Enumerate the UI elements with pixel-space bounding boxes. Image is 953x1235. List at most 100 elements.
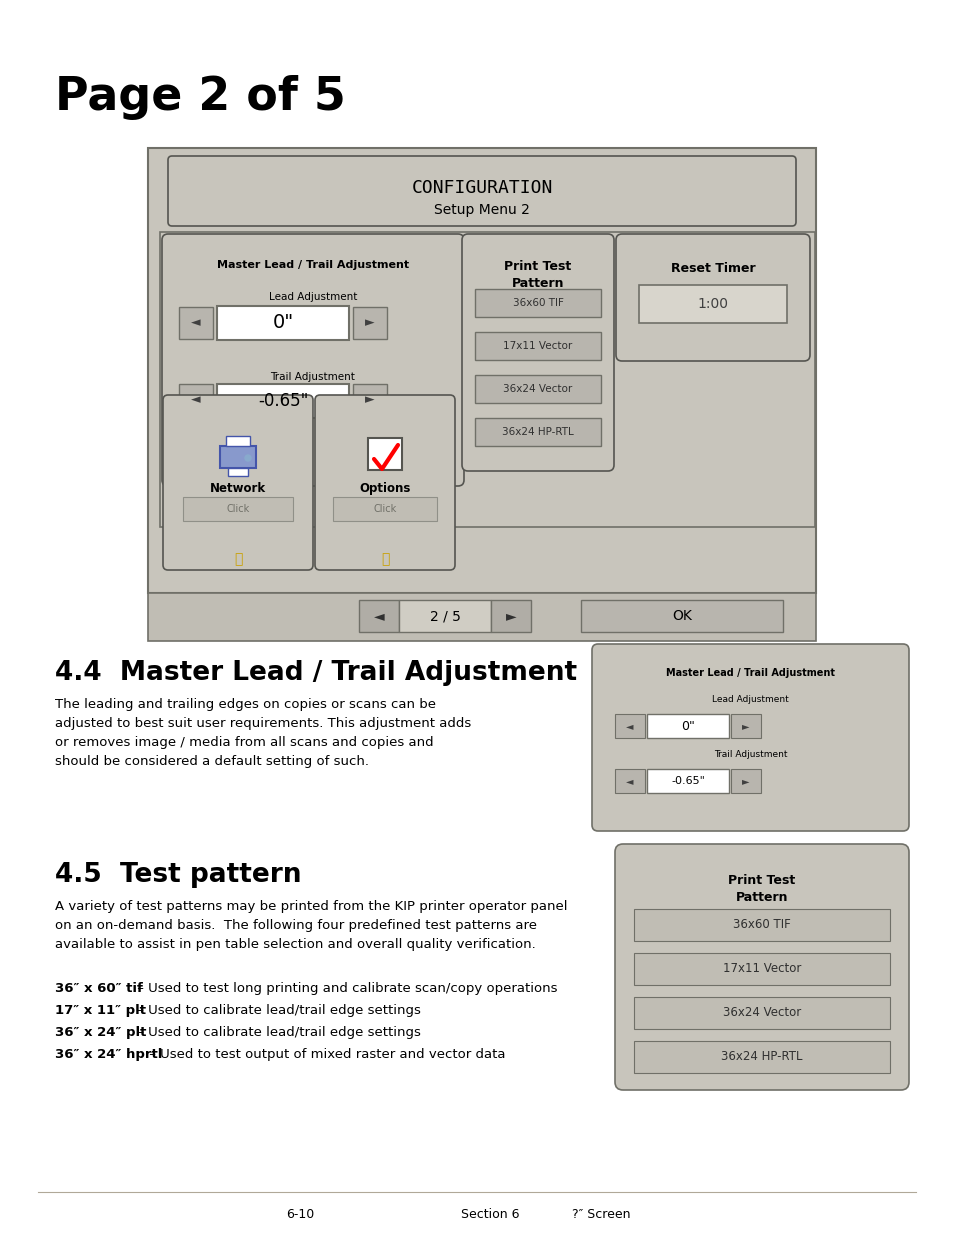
FancyBboxPatch shape <box>220 446 255 468</box>
Text: Options: Options <box>359 482 410 495</box>
FancyBboxPatch shape <box>646 769 728 793</box>
Text: on an on-demand basis.  The following four predefined test patterns are: on an on-demand basis. The following fou… <box>55 919 537 932</box>
Text: 4.5  Test pattern: 4.5 Test pattern <box>55 862 301 888</box>
Text: ◄: ◄ <box>625 776 633 785</box>
Text: 🔒: 🔒 <box>380 552 389 566</box>
Text: – Used to calibrate lead/trail edge settings: – Used to calibrate lead/trail edge sett… <box>132 1026 420 1039</box>
Text: 0": 0" <box>680 720 694 732</box>
Text: 36x24 Vector: 36x24 Vector <box>722 1007 801 1020</box>
Text: 6-10: 6-10 <box>286 1208 314 1221</box>
Text: – Used to test long printing and calibrate scan/copy operations: – Used to test long printing and calibra… <box>132 982 557 995</box>
FancyBboxPatch shape <box>148 593 815 641</box>
Text: 4.4  Master Lead / Trail Adjustment: 4.4 Master Lead / Trail Adjustment <box>55 659 577 685</box>
Text: or removes image / media from all scans and copies and: or removes image / media from all scans … <box>55 736 434 748</box>
Text: Trail Adjustment: Trail Adjustment <box>271 372 355 382</box>
Text: ◄: ◄ <box>191 316 200 330</box>
Text: should be considered a default setting of such.: should be considered a default setting o… <box>55 755 369 768</box>
FancyBboxPatch shape <box>491 600 531 632</box>
FancyBboxPatch shape <box>183 496 293 521</box>
Text: ◄: ◄ <box>374 609 384 622</box>
FancyBboxPatch shape <box>475 417 600 446</box>
Text: Master Lead / Trail Adjustment: Master Lead / Trail Adjustment <box>665 668 834 678</box>
FancyBboxPatch shape <box>730 714 760 739</box>
Text: Master Lead / Trail Adjustment: Master Lead / Trail Adjustment <box>216 261 409 270</box>
Text: CONFIGURATION: CONFIGURATION <box>411 179 552 198</box>
Text: 17x11 Vector: 17x11 Vector <box>722 962 801 976</box>
FancyBboxPatch shape <box>634 953 889 986</box>
Text: 0": 0" <box>273 314 294 332</box>
FancyBboxPatch shape <box>475 375 600 403</box>
Text: 36″ x 24″ plt: 36″ x 24″ plt <box>55 1026 146 1039</box>
FancyBboxPatch shape <box>162 233 463 487</box>
FancyBboxPatch shape <box>314 395 455 571</box>
FancyBboxPatch shape <box>639 285 786 324</box>
FancyBboxPatch shape <box>358 600 398 632</box>
Text: 17″ x 11″ plt: 17″ x 11″ plt <box>55 1004 146 1016</box>
Text: A variety of test patterns may be printed from the KIP printer operator panel: A variety of test patterns may be printe… <box>55 900 567 913</box>
Text: Click: Click <box>226 504 250 514</box>
Text: Network: Network <box>210 482 266 495</box>
Text: 🔒: 🔒 <box>233 552 242 566</box>
Text: 17x11 Vector: 17x11 Vector <box>503 341 572 351</box>
FancyBboxPatch shape <box>353 308 387 338</box>
FancyBboxPatch shape <box>592 643 908 831</box>
FancyBboxPatch shape <box>163 395 313 571</box>
FancyBboxPatch shape <box>616 233 809 361</box>
FancyBboxPatch shape <box>646 714 728 739</box>
Text: Print Test
Pattern: Print Test Pattern <box>727 874 795 904</box>
FancyBboxPatch shape <box>148 148 815 593</box>
FancyBboxPatch shape <box>634 997 889 1029</box>
FancyBboxPatch shape <box>168 156 795 226</box>
Text: -0.65": -0.65" <box>257 391 308 410</box>
Text: Print Test
Pattern: Print Test Pattern <box>504 261 571 290</box>
Text: 36x60 TIF: 36x60 TIF <box>512 298 563 308</box>
Text: 36x24 Vector: 36x24 Vector <box>503 384 572 394</box>
FancyBboxPatch shape <box>226 436 250 446</box>
Text: Setup Menu 2: Setup Menu 2 <box>434 203 529 217</box>
Text: Trail Adjustment: Trail Adjustment <box>713 750 786 760</box>
FancyBboxPatch shape <box>634 909 889 941</box>
Text: ►: ► <box>741 776 749 785</box>
FancyBboxPatch shape <box>398 600 491 632</box>
Text: 2 / 5: 2 / 5 <box>429 609 460 622</box>
FancyBboxPatch shape <box>216 306 349 340</box>
Text: Reset Timer: Reset Timer <box>670 262 755 275</box>
Text: ►: ► <box>365 316 375 330</box>
FancyBboxPatch shape <box>216 384 349 417</box>
Text: 36x24 HP-RTL: 36x24 HP-RTL <box>501 427 574 437</box>
FancyBboxPatch shape <box>615 714 644 739</box>
Text: – Used to calibrate lead/trail edge settings: – Used to calibrate lead/trail edge sett… <box>132 1004 420 1016</box>
Text: Section 6: Section 6 <box>460 1208 518 1221</box>
FancyBboxPatch shape <box>475 289 600 317</box>
Text: ?″ Screen: ?″ Screen <box>572 1208 630 1221</box>
Text: ◄: ◄ <box>625 721 633 731</box>
Text: -0.65": -0.65" <box>670 776 704 785</box>
Text: 36″ x 60″ tif: 36″ x 60″ tif <box>55 982 143 995</box>
FancyBboxPatch shape <box>333 496 436 521</box>
Text: 36x24 HP-RTL: 36x24 HP-RTL <box>720 1051 801 1063</box>
Text: The leading and trailing edges on copies or scans can be: The leading and trailing edges on copies… <box>55 698 436 711</box>
FancyBboxPatch shape <box>580 600 782 632</box>
Text: 36″ x 24″ hprtl: 36″ x 24″ hprtl <box>55 1049 162 1061</box>
FancyBboxPatch shape <box>730 769 760 793</box>
FancyBboxPatch shape <box>634 1041 889 1073</box>
Text: Lead Adjustment: Lead Adjustment <box>269 291 356 303</box>
FancyBboxPatch shape <box>461 233 614 471</box>
Text: ►: ► <box>505 609 516 622</box>
Text: Lead Adjustment: Lead Adjustment <box>711 695 788 704</box>
FancyBboxPatch shape <box>179 308 213 338</box>
Circle shape <box>245 454 251 461</box>
FancyBboxPatch shape <box>353 384 387 416</box>
FancyBboxPatch shape <box>615 769 644 793</box>
FancyBboxPatch shape <box>160 232 814 527</box>
Text: ◄: ◄ <box>191 394 200 406</box>
FancyBboxPatch shape <box>368 438 401 471</box>
Text: available to assist in pen table selection and overall quality verification.: available to assist in pen table selecti… <box>55 939 536 951</box>
FancyBboxPatch shape <box>179 384 213 416</box>
Text: Click: Click <box>373 504 396 514</box>
FancyBboxPatch shape <box>228 468 248 475</box>
Text: ►: ► <box>741 721 749 731</box>
Text: ►: ► <box>365 394 375 406</box>
Text: 1:00: 1:00 <box>697 296 728 311</box>
Text: adjusted to best suit user requirements. This adjustment adds: adjusted to best suit user requirements.… <box>55 718 471 730</box>
